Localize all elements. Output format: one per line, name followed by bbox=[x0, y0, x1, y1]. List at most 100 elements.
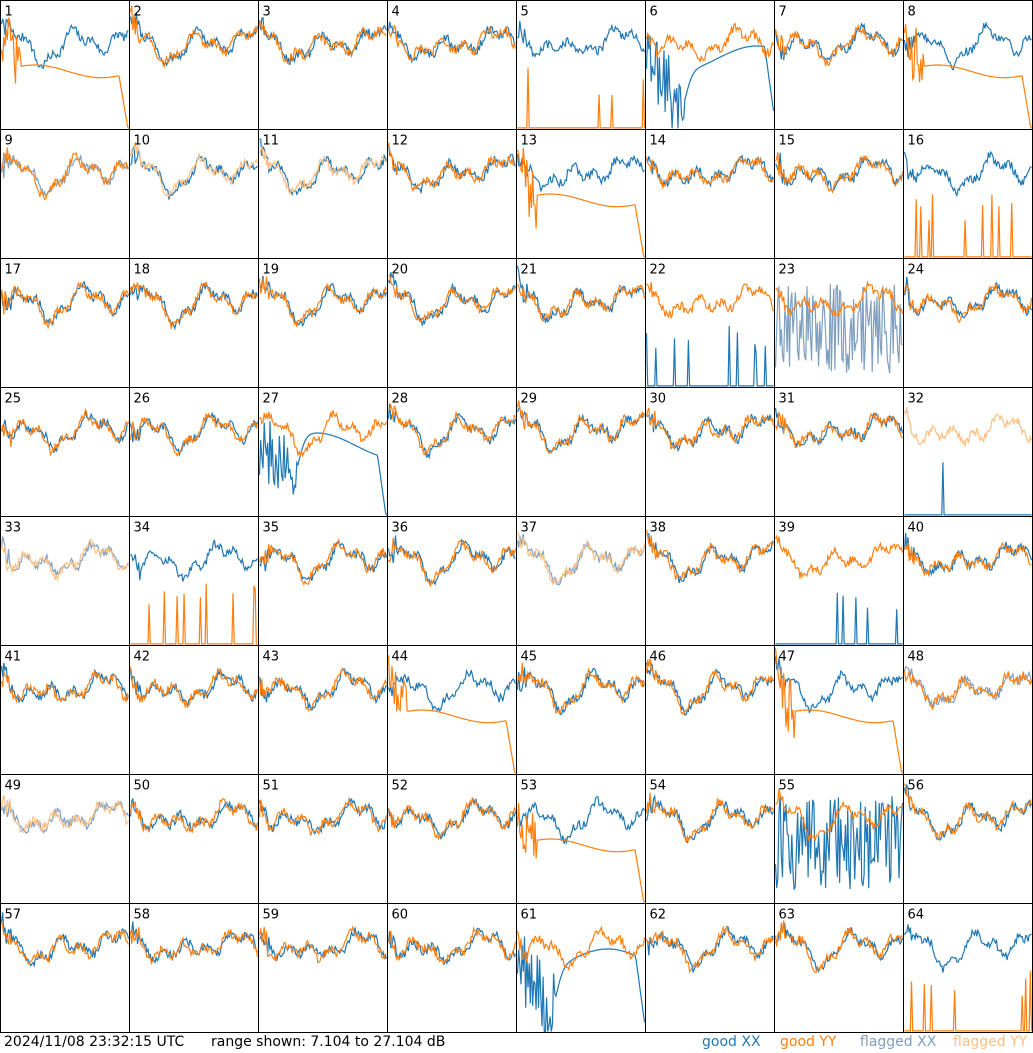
panel-frame bbox=[774, 903, 904, 1033]
series-yy-good bbox=[645, 156, 775, 190]
panel-8: 8 bbox=[903, 0, 1033, 130]
panel-frame bbox=[387, 903, 517, 1033]
series-yy-good bbox=[774, 920, 903, 974]
panel-frame bbox=[903, 387, 1033, 517]
series-yy-good bbox=[645, 658, 774, 716]
panel-label: 32 bbox=[908, 392, 925, 407]
series-yy-flagged bbox=[0, 794, 129, 834]
series-yy-good bbox=[129, 927, 259, 966]
series-xx-good bbox=[387, 272, 517, 326]
panel-label: 41 bbox=[5, 650, 22, 665]
panel-frame bbox=[0, 645, 130, 775]
panel-13: 13 bbox=[516, 129, 646, 259]
series-yy-good bbox=[775, 280, 904, 317]
series-yy-good bbox=[645, 529, 775, 580]
panel-frame bbox=[258, 258, 388, 388]
panel-24: 24 bbox=[903, 258, 1033, 388]
panel-label: 39 bbox=[779, 521, 796, 536]
panel-64: 64 bbox=[903, 903, 1033, 1033]
panel-label: 33 bbox=[5, 521, 22, 536]
panel-frame bbox=[0, 387, 130, 517]
panel-frame bbox=[129, 387, 259, 517]
series-yy-good bbox=[775, 788, 904, 843]
panel-label: 64 bbox=[908, 908, 925, 923]
panel-label: 29 bbox=[521, 392, 538, 407]
panel-42: 42 bbox=[129, 645, 259, 775]
panel-label: 38 bbox=[650, 521, 667, 536]
panel-label: 14 bbox=[650, 134, 667, 149]
panel-3: 3 bbox=[258, 0, 388, 130]
series-yy-good bbox=[645, 792, 775, 843]
panel-frame bbox=[258, 645, 388, 775]
series-yy-flagged bbox=[516, 531, 646, 586]
panel-label: 54 bbox=[650, 779, 667, 794]
panel-label: 19 bbox=[263, 263, 280, 278]
series-xx-good bbox=[0, 18, 129, 69]
series-yy-good bbox=[516, 925, 646, 971]
series-yy-good bbox=[388, 274, 516, 323]
series-yy-good bbox=[387, 655, 517, 774]
panel-61: 61 bbox=[516, 903, 646, 1033]
panel-18: 18 bbox=[129, 258, 259, 388]
panel-57: 57 bbox=[0, 903, 130, 1033]
series-xx-good bbox=[129, 13, 259, 67]
series-yy-good bbox=[645, 407, 775, 450]
panel-label: 62 bbox=[650, 908, 667, 923]
series-yy-good bbox=[129, 666, 259, 709]
panel-frame bbox=[516, 903, 646, 1033]
panel-frame bbox=[129, 903, 259, 1033]
panel-frame bbox=[645, 0, 775, 130]
panel-22: 22 bbox=[645, 258, 775, 388]
series-yy-good bbox=[258, 19, 387, 65]
series-yy-good bbox=[516, 147, 646, 258]
series-xx-good bbox=[903, 924, 1032, 973]
panel-frame bbox=[903, 258, 1033, 388]
panel-frame bbox=[774, 0, 904, 130]
panel-frame bbox=[258, 903, 388, 1033]
panel-label: 8 bbox=[908, 5, 916, 20]
panel-frame bbox=[903, 903, 1033, 1033]
panel-frame bbox=[387, 258, 517, 388]
panel-frame bbox=[387, 516, 517, 646]
panel-28: 28 bbox=[387, 387, 517, 517]
panel-frame bbox=[0, 258, 130, 388]
panel-34: 34 bbox=[129, 516, 259, 646]
panel-32: 32 bbox=[903, 387, 1033, 517]
panel-label: 46 bbox=[650, 650, 667, 665]
panel-frame bbox=[903, 516, 1033, 646]
panel-53: 53 bbox=[516, 774, 646, 904]
series-xx-flagged bbox=[774, 284, 903, 374]
panel-frame bbox=[0, 516, 130, 646]
panel-63: 63 bbox=[774, 903, 904, 1033]
series-yy-good bbox=[904, 970, 1033, 1032]
panel-label: 31 bbox=[779, 392, 796, 407]
series-xx-good bbox=[903, 276, 1033, 319]
panel-label: 40 bbox=[908, 521, 925, 536]
series-yy-good bbox=[258, 538, 387, 586]
panel-label: 53 bbox=[521, 779, 538, 794]
panel-51: 51 bbox=[258, 774, 388, 904]
panel-label: 6 bbox=[650, 5, 658, 20]
series-xx-good bbox=[904, 462, 1032, 516]
panel-label: 34 bbox=[134, 521, 151, 536]
series-xx-good bbox=[0, 912, 130, 968]
series-xx-good bbox=[387, 927, 517, 966]
legend-flagged-yy: flagged YY bbox=[953, 1034, 1028, 1050]
series-xx-good bbox=[903, 150, 1032, 198]
series-yy-good bbox=[774, 412, 903, 449]
panel-frame bbox=[516, 258, 646, 388]
series-yy-good bbox=[259, 410, 388, 458]
panel-label: 63 bbox=[779, 908, 796, 923]
footer: 2024/11/08 23:32:15 UTC range shown: 7.1… bbox=[0, 1033, 1033, 1053]
panel-frame bbox=[903, 129, 1033, 259]
panel-27: 27 bbox=[258, 387, 388, 517]
panel-label: 37 bbox=[521, 521, 538, 536]
panel-label: 59 bbox=[263, 908, 280, 923]
panel-label: 23 bbox=[779, 263, 796, 278]
series-yy-good bbox=[903, 282, 1033, 324]
legend-flagged-xx: flagged XX bbox=[860, 1034, 937, 1050]
panel-frame bbox=[516, 774, 646, 904]
series-yy-good bbox=[903, 24, 1033, 129]
panel-40: 40 bbox=[903, 516, 1033, 646]
panel-10: 10 bbox=[129, 129, 259, 259]
